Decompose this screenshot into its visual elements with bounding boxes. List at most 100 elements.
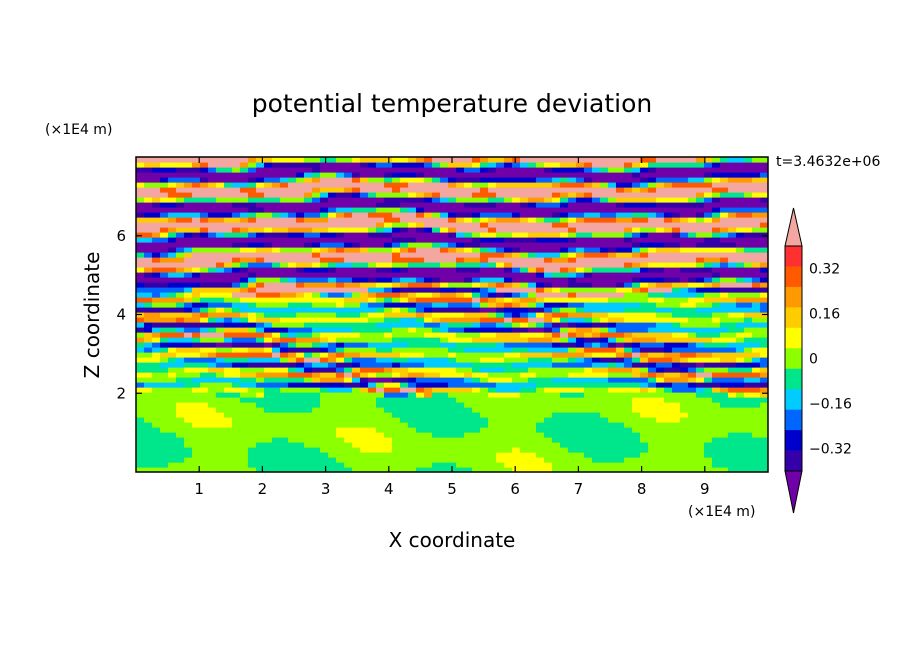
contour-cell <box>200 467 209 472</box>
contour-cell <box>536 227 545 233</box>
contour-cell <box>352 212 361 218</box>
contour-cell <box>648 277 657 283</box>
contour-cell <box>328 357 337 363</box>
contour-cell <box>136 302 145 308</box>
contour-cell <box>352 227 361 233</box>
contour-cell <box>512 232 521 238</box>
contour-cell <box>576 212 585 218</box>
contour-cell <box>440 437 449 443</box>
contour-cell <box>568 302 577 308</box>
contour-cell <box>160 317 169 323</box>
contour-cell <box>640 422 649 428</box>
contour-cell <box>224 182 233 188</box>
contour-cell <box>296 157 305 163</box>
contour-cell <box>648 392 657 398</box>
contour-cell <box>272 392 281 398</box>
contour-cell <box>664 192 673 198</box>
contour-cell <box>440 447 449 453</box>
contour-cell <box>640 302 649 308</box>
contour-cell <box>448 317 457 323</box>
contour-cell <box>688 322 697 328</box>
contour-cell <box>720 422 729 428</box>
contour-cell <box>584 267 593 273</box>
contour-cell <box>688 367 697 373</box>
contour-cell <box>472 197 481 203</box>
contour-cell <box>392 317 401 323</box>
contour-cell <box>368 362 377 368</box>
contour-cell <box>584 327 593 333</box>
contour-cell <box>320 372 329 378</box>
contour-cell <box>472 252 481 258</box>
contour-cell <box>424 457 433 463</box>
contour-cell <box>256 227 265 233</box>
contour-cell <box>208 412 217 418</box>
contour-cell <box>752 432 761 438</box>
contour-cell <box>280 167 289 173</box>
contour-cell <box>648 397 657 403</box>
contour-cell <box>280 187 289 193</box>
contour-cell <box>344 227 353 233</box>
contour-cell <box>160 347 169 353</box>
contour-cell <box>384 432 393 438</box>
contour-cell <box>464 412 473 418</box>
contour-cell <box>624 372 633 378</box>
contour-cell <box>256 367 265 373</box>
contour-cell <box>304 212 313 218</box>
contour-cell <box>136 322 145 328</box>
contour-cell <box>664 232 673 238</box>
contour-cell <box>672 382 681 388</box>
contour-cell <box>600 237 609 243</box>
contour-cell <box>504 437 513 443</box>
contour-cell <box>328 182 337 188</box>
contour-cell <box>576 247 585 253</box>
contour-cell <box>320 327 329 333</box>
contour-cell <box>576 162 585 168</box>
contour-cell <box>536 162 545 168</box>
contour-cell <box>624 172 633 178</box>
contour-cell <box>136 462 145 468</box>
contour-cell <box>160 172 169 178</box>
contour-cell <box>464 257 473 263</box>
contour-cell <box>536 177 545 183</box>
contour-cell <box>208 182 217 188</box>
contour-cell <box>720 282 729 288</box>
contour-cell <box>192 332 201 338</box>
contour-cell <box>224 262 233 268</box>
contour-cell <box>200 287 209 293</box>
contour-cell <box>568 287 577 293</box>
contour-cell <box>720 342 729 348</box>
contour-cell <box>520 377 529 383</box>
contour-cell <box>280 192 289 198</box>
contour-cell <box>176 272 185 278</box>
contour-cell <box>544 452 553 458</box>
contour-cell <box>184 462 193 468</box>
contour-cell <box>176 417 185 423</box>
contour-cell <box>712 162 721 168</box>
contour-cell <box>576 287 585 293</box>
contour-cell <box>400 272 409 278</box>
contour-cell <box>232 347 241 353</box>
contour-cell <box>424 322 433 328</box>
contour-cell <box>568 232 577 238</box>
contour-cell <box>696 307 705 313</box>
contour-cell <box>528 417 537 423</box>
contour-cell <box>472 227 481 233</box>
contour-cell <box>624 262 633 268</box>
contour-cell <box>752 277 761 283</box>
contour-cell <box>592 462 601 468</box>
contour-cell <box>536 427 545 433</box>
contour-cell <box>568 402 577 408</box>
contour-cell <box>280 237 289 243</box>
contour-cell <box>192 177 201 183</box>
contour-cell <box>624 257 633 263</box>
contour-cell <box>584 352 593 358</box>
contour-cell <box>432 257 441 263</box>
contour-cell <box>752 347 761 353</box>
contour-cell <box>616 357 625 363</box>
contour-cell <box>160 372 169 378</box>
contour-cell <box>432 352 441 358</box>
contour-cell <box>544 212 553 218</box>
contour-cell <box>280 347 289 353</box>
contour-cell <box>704 242 713 248</box>
contour-cell <box>168 437 177 443</box>
